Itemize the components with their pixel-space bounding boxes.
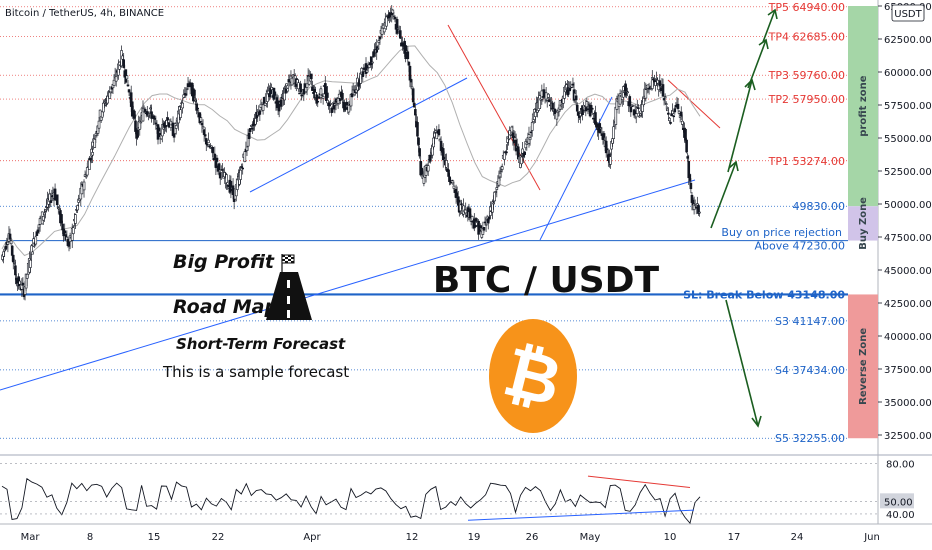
time-label-4: Apr — [303, 532, 321, 543]
arrow-up-1-head-icon — [728, 160, 739, 172]
level-label-entry-low: Above 47230.00 — [755, 240, 846, 253]
level-label-TP1: TP1 53274.00 — [768, 155, 845, 168]
bitcoin-logo-icon: ₿ — [489, 319, 577, 433]
flag-icon — [281, 254, 295, 272]
price-tick-label-9: 42500.00 — [884, 299, 932, 310]
osc-trend-blue — [467, 509, 695, 521]
trendline-resistance-1 — [447, 24, 541, 191]
arrow-up-4-icon — [762, 9, 776, 43]
osc-tick-label-0: 80.00 — [886, 460, 915, 471]
osc-tick-label-2: 40.00 — [886, 510, 915, 521]
price-tick-label-3: 57500.00 — [884, 101, 932, 112]
trendline-support-1 — [249, 77, 468, 193]
level-label-S3: S3 41147.00 — [775, 315, 845, 328]
level-label-S4: S4 37434.00 — [775, 364, 845, 377]
arrow-up-2-head-icon — [744, 78, 756, 91]
zone-labels-layer: profit zone Buy Zone Reverse Zone — [858, 75, 869, 405]
level-labels-layer: TP5 64940.00 TP4 62685.00 TP3 59760.00 TP2 … — [683, 1, 845, 445]
candles-layer — [1, 5, 701, 301]
level-label-TP5: TP5 64940.00 — [768, 1, 845, 14]
zone-label-1: Buy Zone — [858, 197, 869, 250]
level-label-TP4: TP4 62685.00 — [768, 31, 845, 44]
level-label-TP3: TP3 59760.00 — [768, 69, 845, 82]
levels-layer — [0, 6, 848, 439]
time-label-3: 22 — [212, 532, 225, 543]
currency-badge-box — [891, 4, 925, 22]
price-tick-label-2: 60000.00 — [884, 68, 932, 79]
time-label-8: May — [580, 532, 601, 543]
zone-label-2: Reverse Zone — [858, 328, 869, 405]
zones-layer — [848, 6, 878, 439]
currency-badge: USDT — [894, 9, 922, 20]
price-tick-label-10: 40000.00 — [884, 332, 932, 343]
time-label-7: 26 — [526, 532, 539, 543]
time-label-0: Mar — [21, 532, 41, 543]
level-label-SL: SL: Break Below 43148.00 — [683, 288, 845, 301]
arrow-up-4-head-icon — [767, 8, 778, 20]
time-label-1: 8 — [87, 532, 93, 543]
time-label-5: 12 — [406, 532, 419, 543]
osc-current-badge — [880, 493, 914, 509]
moving-average-line — [1, 45, 701, 257]
chart-title: BTC / USDT — [433, 260, 660, 301]
price-tick-label-11: 37500.00 — [884, 365, 932, 376]
sample-note-text: This is a sample forecast — [162, 363, 349, 381]
big-profit-text: Big Profit — [173, 251, 275, 273]
time-label-11: 24 — [791, 532, 804, 543]
level-label-S5: S5 32255.00 — [775, 432, 845, 445]
price-tick-label-12: 35000.00 — [884, 398, 932, 409]
road-icon — [266, 272, 312, 320]
price-tick-label-8: 45000.00 — [884, 266, 932, 277]
arrow-up-1-icon — [710, 161, 737, 229]
symbol-title: Bitcoin / TetherUS, 4h, BINANCE — [5, 8, 164, 19]
road-map-text: Road Map — [173, 296, 278, 318]
zone-0 — [848, 6, 878, 207]
level-label-TP2: TP2 57950.00 — [768, 93, 845, 106]
indicator-layer — [0, 463, 878, 525]
forecast-arrows — [710, 8, 778, 428]
buy-note: Buy on price rejection — [721, 226, 842, 239]
arrow-up-2-icon — [727, 79, 753, 173]
time-label-2: 15 — [148, 532, 161, 543]
price-tick-label-1: 62500.00 — [884, 35, 932, 46]
arrow-down-head-icon — [751, 415, 762, 428]
osc-trend-red — [587, 475, 691, 488]
zone-1 — [848, 206, 878, 241]
price-tick-label-5: 52500.00 — [884, 167, 932, 178]
short-term-text: Short-Term Forecast — [176, 335, 346, 353]
osc-current-label: 50.00 — [884, 497, 913, 508]
time-label-10: 17 — [728, 532, 741, 543]
arrow-down-icon — [725, 299, 759, 427]
arrow-up-3-icon — [747, 39, 767, 89]
level-label-entry-high: 49830.00 — [793, 200, 846, 213]
indicator-pane[interactable] — [0, 456, 878, 524]
arrow-up-3-head-icon — [758, 38, 769, 50]
price-axis[interactable]: 62500.00 60000.00 57500.00 55000.00 52500.00… — [878, 2, 932, 442]
time-label-9: 10 — [664, 532, 677, 543]
zone-2 — [848, 294, 878, 439]
trendline-long — [0, 179, 696, 391]
time-label-12: Jun — [863, 532, 880, 543]
time-label-6: 19 — [468, 532, 481, 543]
price-tick-label-4: 55000.00 — [884, 134, 932, 145]
price-tick-label-6: 50000.00 — [884, 200, 932, 211]
time-axis[interactable]: Mar 8 15 22 Apr 12 19 26 May 10 17 24 Jun — [21, 532, 880, 543]
price-tick-label-7: 47500.00 — [884, 233, 932, 244]
oscillator-line — [1, 477, 701, 525]
zone-label-0: profit zone — [858, 75, 869, 136]
trendline-resistance-2 — [667, 79, 721, 129]
price-tick-label-13: 32500.00 — [884, 431, 932, 442]
